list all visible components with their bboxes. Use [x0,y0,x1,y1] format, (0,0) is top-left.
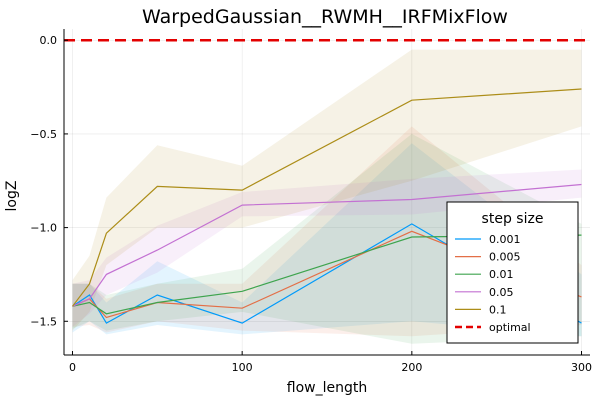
y-tick-label: −0.5 [30,128,57,141]
x-tick-label: 100 [232,361,253,374]
x-tick-label: 300 [571,361,592,374]
axes: 0 100 200 300 0.0 −0.5 −1.0 −1.5 [30,29,592,374]
series-line-3 [72,183,582,307]
series-line-0 [72,223,582,324]
series-line-2 [72,234,582,315]
legend-title: step size [482,211,544,227]
x-tick-label: 200 [401,361,422,374]
ci-band-series-4 [72,49,582,331]
legend-label-2: 0.01 [489,268,514,281]
legend-label-5: optimal [489,321,531,334]
legend-label-3: 0.05 [489,286,514,299]
y-axis-label: logZ [4,181,20,212]
legend-label-4: 0.1 [489,303,507,316]
legend-label-1: 0.005 [489,251,521,264]
legend-label-0: 0.001 [489,233,521,246]
series-lines [64,39,590,324]
chart-title: WarpedGaussian__RWMH__IRFMixFlow [142,6,508,28]
y-tick-label: −1.5 [30,315,57,328]
series-line-4 [72,88,582,307]
legend: step size 0.001 0.005 0.01 0.05 0.1 optimal [446,201,579,344]
y-tick-label: 0.0 [40,34,58,47]
x-tick-label: 0 [69,361,76,374]
x-axis-label: flow_length [287,380,367,396]
legend-box [446,201,579,344]
y-tick-label: −1.0 [30,222,57,235]
